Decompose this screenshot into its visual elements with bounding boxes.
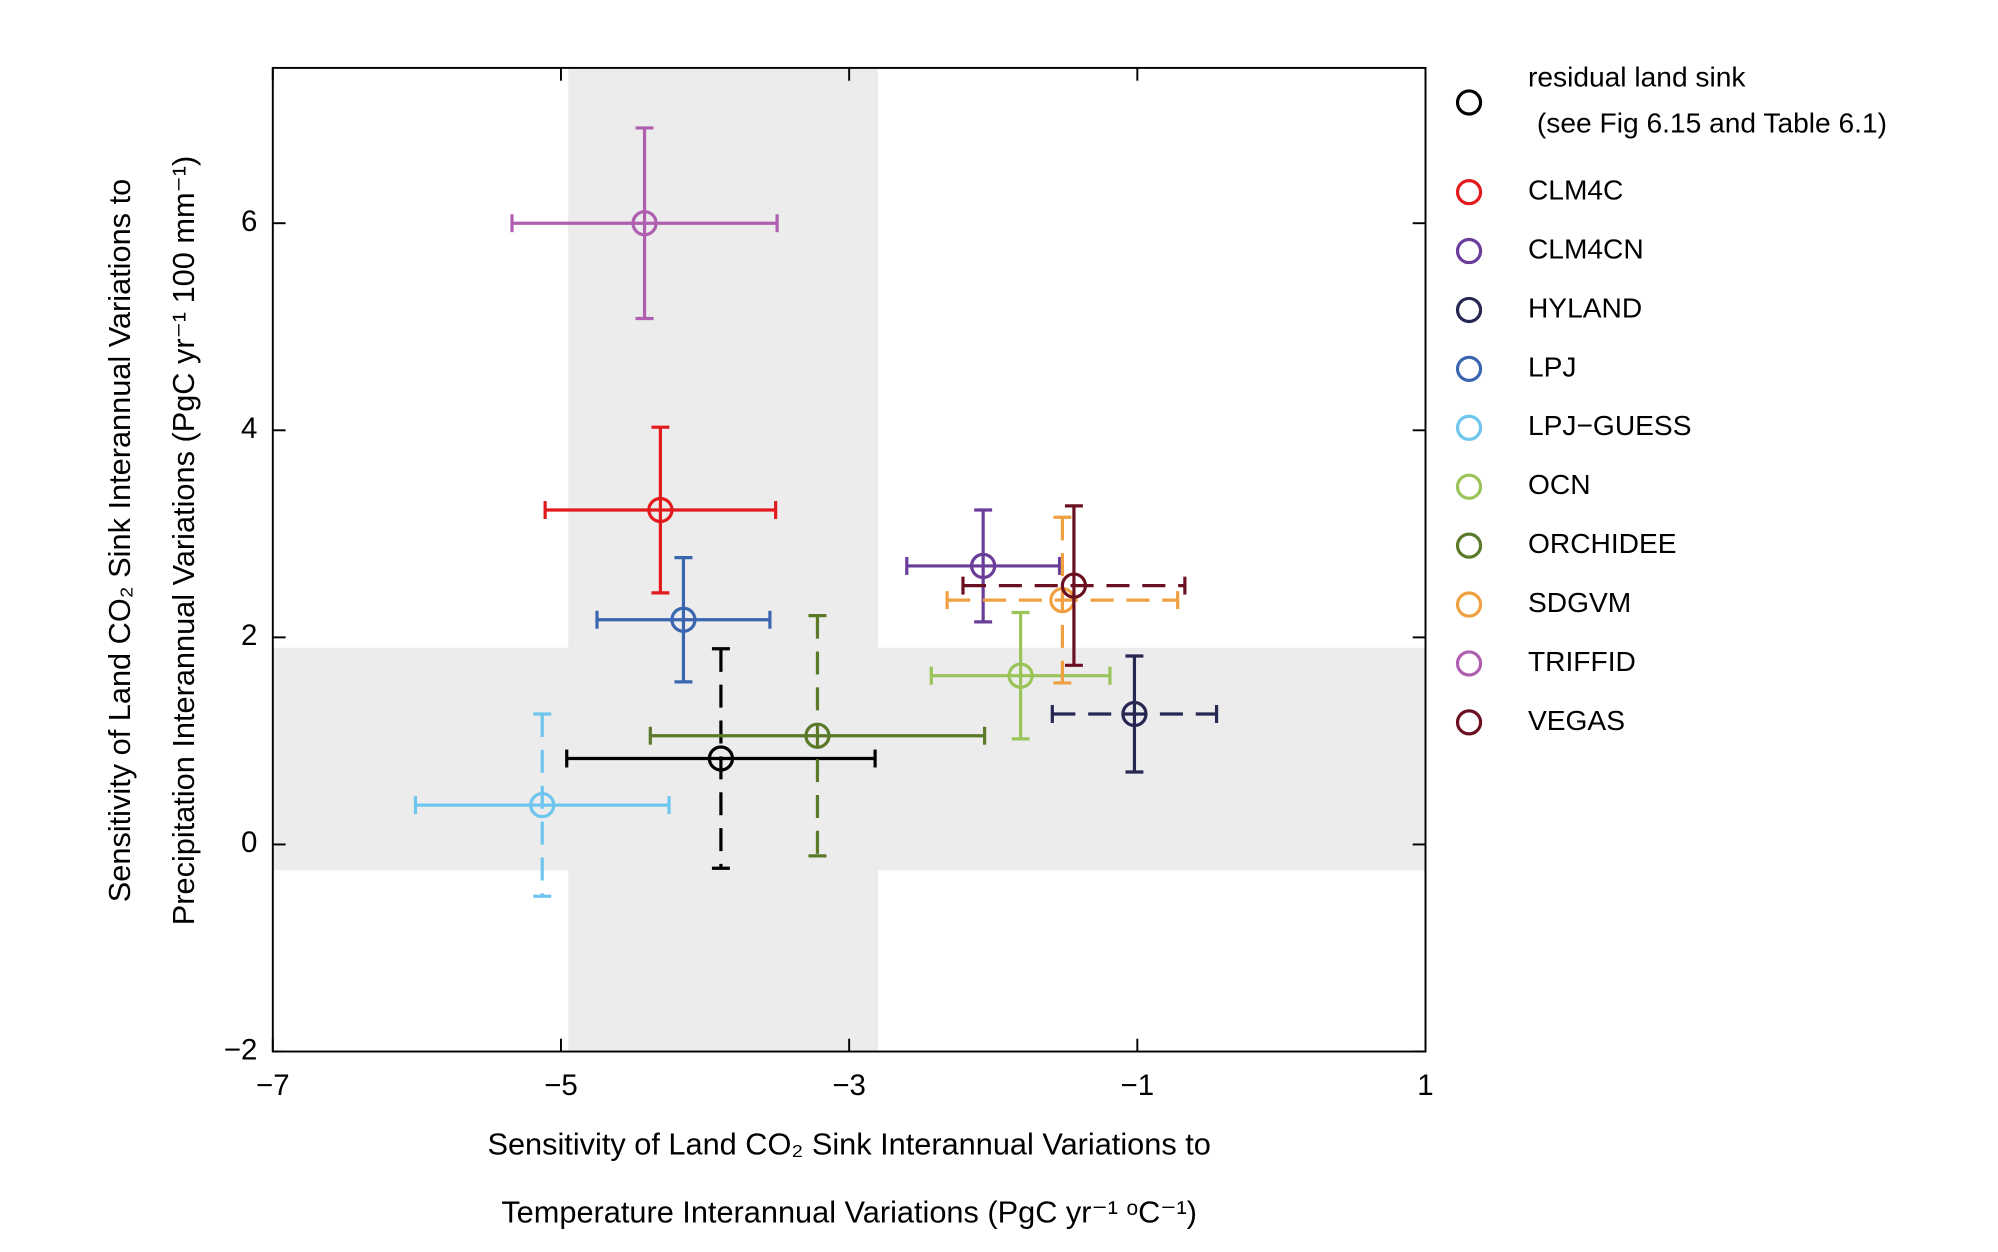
point-group	[543, 425, 778, 595]
x-tick-label: −1	[1121, 1069, 1155, 1102]
legend-label: residual land sink (see Fig 6.15 and Tabl…	[1528, 61, 1887, 139]
legend-label: LPJ	[1528, 350, 1577, 382]
point-group	[413, 712, 671, 898]
legend-marker	[1455, 237, 1483, 265]
axes: −7 −5 −3 −1 1 −2 0 2 4 6 Sensitivity of Land CO₂ S…	[102, 66, 1434, 1229]
legend-label: SDGVM	[1528, 586, 1631, 618]
plot-marks	[413, 126, 1219, 898]
point	[1007, 662, 1034, 689]
legend-label: CLM4CN	[1528, 232, 1644, 264]
shaded-regions	[272, 67, 1426, 1052]
legend-marker	[1455, 650, 1483, 677]
legend-marker	[1455, 179, 1483, 206]
legend-marker	[1455, 591, 1483, 618]
x-axis-label: Sensitivity of Land CO₂ Sink Interannual…	[487, 1126, 1210, 1161]
legend-marker	[1455, 296, 1483, 324]
x-axis-label: Temperature Interannual Variations (PgC …	[501, 1194, 1197, 1229]
legend-marker	[1455, 532, 1483, 559]
legend-marker	[1455, 414, 1483, 441]
legend-label: HYLAND	[1528, 291, 1642, 323]
y-tick-label: 4	[241, 412, 257, 445]
legend-label: ORCHIDEE	[1528, 527, 1677, 559]
x-tick-label: −7	[256, 1069, 290, 1102]
legend: residual land sink (see Fig 6.15 and Tabl…	[1455, 61, 1887, 736]
legend-label: CLM4C	[1528, 174, 1623, 206]
point	[529, 791, 556, 819]
point	[804, 722, 831, 749]
point-group	[905, 508, 1062, 624]
y-tick-label: −2	[224, 1033, 258, 1066]
point	[647, 496, 674, 524]
legend-marker	[1455, 473, 1483, 500]
legend-marker	[1455, 709, 1483, 736]
point	[1121, 700, 1148, 728]
point-group	[961, 504, 1187, 667]
point	[670, 606, 697, 633]
point-group	[929, 610, 1112, 741]
shaded-x-band	[568, 67, 878, 1052]
legend-marker	[1455, 89, 1483, 116]
legend-label: LPJ−GUESS	[1528, 409, 1692, 441]
point-group	[1050, 654, 1219, 774]
legend-label: VEGAS	[1528, 704, 1625, 736]
legend-marker	[1455, 355, 1483, 383]
x-tick-label: −3	[832, 1069, 866, 1102]
point-group	[510, 126, 779, 321]
point-group	[648, 614, 987, 858]
y-tick-label: 2	[241, 619, 257, 652]
point	[631, 210, 658, 237]
legend-label: OCN	[1528, 468, 1591, 500]
y-axis-label: Sensitivity of Land CO₂ Sink Interannual…	[102, 179, 137, 902]
y-axis-label: Precipitation Interannual Variations (Pg…	[166, 156, 201, 925]
point-group	[595, 556, 772, 684]
legend-label: TRIFFID	[1528, 645, 1636, 677]
point-group	[565, 647, 877, 870]
point	[707, 745, 735, 772]
point	[1060, 572, 1088, 599]
x-tick-label: −5	[544, 1069, 578, 1102]
y-tick-label: 6	[241, 205, 257, 238]
x-tick-label: 1	[1417, 1069, 1433, 1102]
y-tick-label: 0	[241, 826, 257, 859]
point	[970, 552, 997, 580]
